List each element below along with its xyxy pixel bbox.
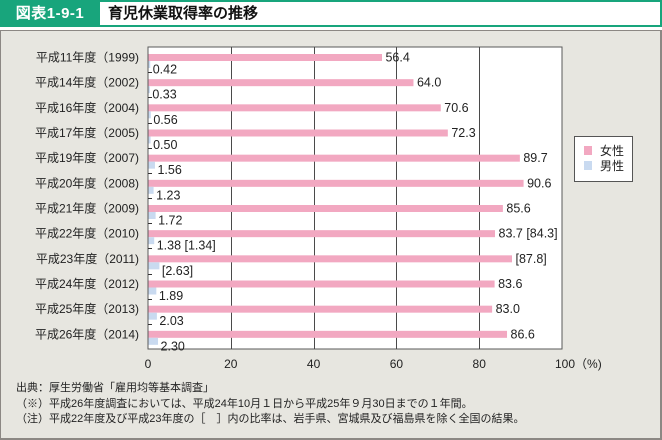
source-note: 出典：厚生労働省「雇用均等基本調査」 [16, 382, 214, 394]
value-label-male: 0.33 [152, 88, 176, 102]
value-label-female: 85.6 [506, 202, 530, 216]
legend-item-female: 女性 [584, 144, 624, 158]
value-label-female: 56.4 [385, 51, 409, 65]
x-tick-label: 20 [224, 357, 238, 371]
value-label-male: 0.42 [153, 63, 177, 77]
figure-header: 図表1-9-1 育児休業取得率の推移 [0, 0, 662, 27]
legend-label-male: 男性 [600, 159, 625, 173]
bar-female [148, 305, 493, 313]
bar-female [148, 280, 495, 288]
bar-female [148, 255, 512, 263]
category-label: 平成21年度（2009) [35, 201, 139, 216]
category-label: 平成11年度（1999) [36, 50, 139, 65]
chart-title: 育児休業取得率の推移 [108, 5, 259, 22]
note-2-text: 平成22年度及び平成23年度の［ ］内の比率は、岩手県、宮城県及び福島県を除く全… [49, 413, 525, 425]
category-label: 平成20年度（2008) [35, 175, 139, 190]
value-label-male: 1.38 [1.34] [157, 239, 216, 253]
bar-male [148, 312, 157, 320]
value-label-male: [2.63] [162, 264, 193, 278]
note-1-text: 平成26年度調査においては、平成24年10月１日から平成25年９月30日までの１… [49, 397, 473, 410]
bar-female [148, 154, 520, 162]
value-label-male: 2.30 [161, 339, 185, 353]
value-label-male: 0.50 [153, 138, 177, 152]
category-label: 平成26年度（2014) [35, 326, 139, 341]
legend: 女性 男性 [574, 136, 633, 182]
bar-female [148, 179, 524, 187]
value-label-male: 2.03 [159, 314, 183, 328]
value-label-female: 83.0 [496, 302, 520, 316]
value-label-male: 0.56 [153, 113, 177, 127]
gridlines [231, 47, 480, 349]
value-label-female: 70.6 [444, 101, 468, 115]
value-label-male: 1.72 [158, 214, 182, 228]
value-label-female: 86.6 [511, 327, 535, 341]
x-tick-label: 60 [390, 357, 404, 371]
category-label: 平成23年度（2011) [36, 251, 139, 266]
bar-male [148, 86, 150, 94]
figure-number: 図表1-9-1 [15, 5, 85, 22]
bar-female [148, 230, 496, 238]
x-tick-label: 100（%) [555, 357, 602, 371]
bar-male [148, 287, 157, 295]
value-label-female: 64.0 [417, 76, 441, 90]
footer-notes: 出典：厚生労働省「雇用均等基本調査」 （※）平成26年度調査においては、平成24… [16, 381, 524, 428]
legend-item-male: 男性 [584, 159, 624, 173]
category-label: 平成24年度（2012) [35, 276, 139, 291]
category-label: 平成19年度（2007) [35, 150, 139, 165]
note-1-marker: （※） [16, 397, 49, 410]
x-tick-label: 40 [307, 357, 321, 371]
value-label-male: 1.56 [157, 163, 181, 177]
category-label: 平成14年度（2002) [35, 75, 139, 90]
labels: 平成11年度（1999) 56.4 0.42 平成14年度（2002) 64.0 0.33… [35, 50, 558, 354]
value-label-female: 83.7 [84.3] [499, 227, 558, 241]
value-label-male: 1.23 [156, 188, 180, 202]
plot-area [147, 46, 563, 350]
category-label: 平成25年度（2013) [35, 301, 139, 316]
bar-male [148, 212, 156, 219]
value-label-female: 90.6 [527, 176, 551, 190]
bar-female [148, 330, 508, 338]
title-box: 育児休業取得率の推移 [100, 2, 660, 25]
note-1: （※）平成26年度調査においては、平成24年10月１日から平成25年９月30日ま… [16, 397, 524, 413]
bar-female [148, 79, 414, 87]
legend-swatch-male [584, 161, 592, 171]
bar-male [148, 262, 160, 270]
bar-male [148, 186, 154, 194]
legend-label-female: 女性 [600, 144, 625, 158]
legend-swatch-female [584, 146, 592, 156]
value-label-female: 72.3 [451, 126, 475, 140]
value-label-female: 83.6 [498, 277, 522, 291]
bar-male [148, 61, 151, 68]
bar-female [148, 54, 382, 61]
bar-male [148, 161, 155, 169]
value-label-male: 1.89 [159, 289, 183, 303]
x-tick-label: 80 [473, 357, 487, 371]
bars [148, 54, 524, 345]
bar-male [148, 111, 151, 119]
x-tick-label: 0 [145, 357, 152, 371]
bar-male [148, 136, 151, 144]
axis-ticks: 0 20 40 60 80 100（%) [145, 72, 602, 371]
category-label: 平成17年度（2005) [35, 125, 139, 140]
category-label: 平成22年度（2010) [35, 226, 139, 241]
bar-male [148, 337, 159, 345]
bar-female [148, 104, 441, 112]
note-2-marker: （注） [16, 413, 49, 425]
bar-female [148, 205, 503, 212]
value-label-female: 89.7 [523, 151, 547, 165]
value-label-female: [87.8] [515, 252, 546, 266]
category-label: 平成16年度（2004) [35, 100, 139, 115]
bar-female [148, 129, 448, 137]
bar-male [148, 237, 155, 245]
note-2: （注）平成22年度及び平成23年度の［ ］内の比率は、岩手県、宮城県及び福島県を… [16, 412, 524, 428]
